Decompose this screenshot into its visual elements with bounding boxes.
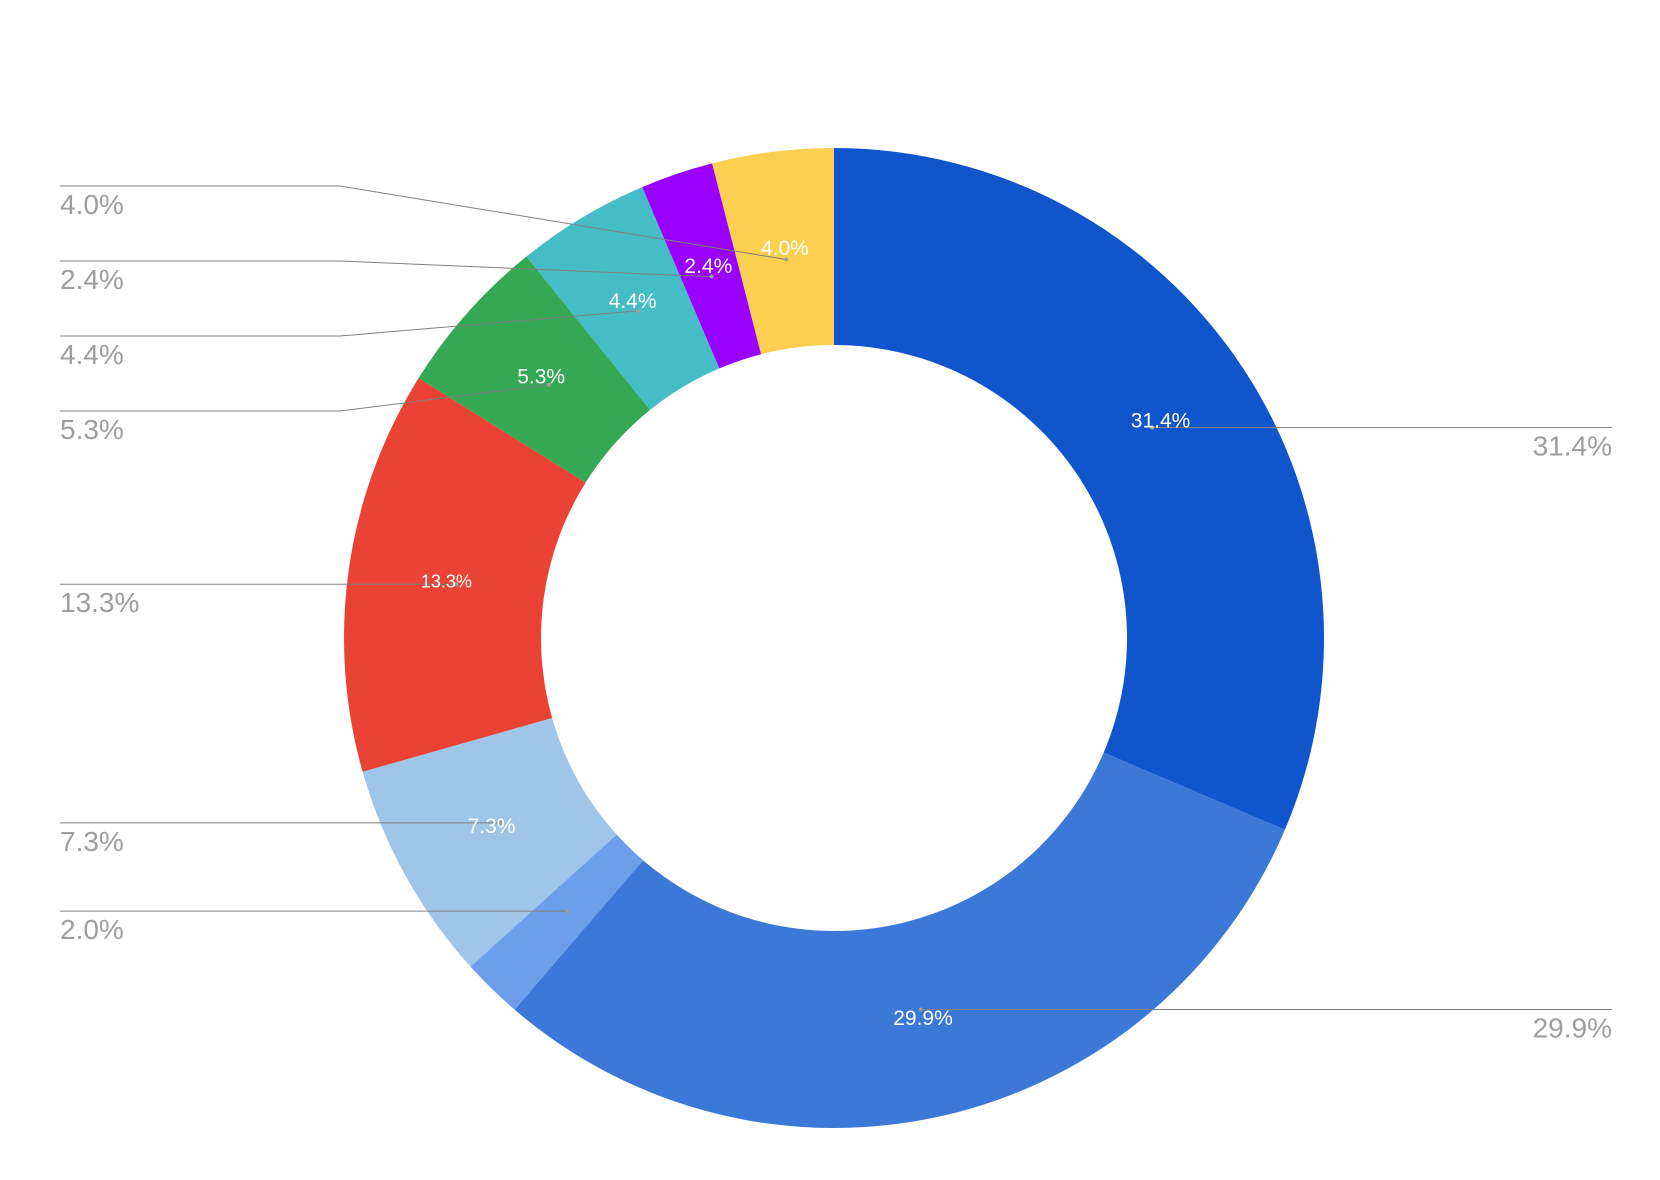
leader-dot-1 (1150, 425, 1155, 430)
pie-slice-2 (514, 752, 1285, 1128)
leader-dot-3 (565, 909, 570, 914)
slices-layer (343, 148, 1324, 1128)
leader-line-7 (60, 310, 638, 337)
leader-line-8 (60, 260, 712, 278)
pie-slice-8 (642, 163, 762, 369)
outer-label-4: 7.3% (60, 826, 124, 857)
outer-labels-layer: 31.4% 29.9% 2.0% 7.3% 13.3% 5.3% 4.4% 2.4% 4.0% (60, 189, 1612, 1044)
inner-label-9: 4.0% (761, 237, 809, 260)
inner-label-4: 7.3% (468, 815, 516, 838)
leader-lines-layer (60, 185, 1612, 1012)
inner-label-6: 5.3% (517, 366, 565, 389)
inner-labels-layer: 31.4% 29.9% 7.3% 13.3% 5.3% 4.4% 2.4% 4.0% (421, 237, 1190, 1030)
outer-label-1: 31.4% (1533, 431, 1612, 462)
leader-dot-9 (784, 257, 789, 262)
pie-slice-1 (834, 148, 1324, 830)
leader-line-6 (60, 384, 549, 412)
leader-line-9 (60, 185, 787, 261)
leader-dot-8 (709, 274, 714, 279)
outer-label-3: 2.0% (60, 914, 124, 945)
pie-slice-9 (712, 148, 834, 355)
outer-label-2: 29.9% (1533, 1013, 1612, 1044)
inner-label-8: 2.4% (684, 255, 732, 278)
outer-label-7: 4.4% (60, 339, 124, 370)
pie-slice-6 (418, 256, 651, 483)
outer-label-9: 4.0% (60, 189, 124, 220)
pie-slice-4 (362, 717, 617, 967)
pie-slice-5 (343, 378, 586, 772)
leader-dot-7 (635, 308, 640, 313)
pie-slice-7 (526, 187, 720, 410)
inner-label-2: 29.9% (893, 1007, 953, 1030)
outer-label-5: 13.3% (60, 587, 139, 618)
leader-dot-5 (454, 582, 459, 587)
outer-label-8: 2.4% (60, 264, 124, 295)
leader-dot-6 (546, 382, 551, 387)
inner-label-1: 31.4% (1131, 410, 1191, 433)
inner-label-5: 13.3% (421, 572, 472, 592)
leader-dot-4 (498, 820, 503, 825)
inner-label-7: 4.4% (609, 290, 657, 313)
outer-label-6: 5.3% (60, 414, 124, 445)
pie-slice-3 (470, 834, 644, 1010)
leader-dot-2 (918, 1007, 923, 1012)
